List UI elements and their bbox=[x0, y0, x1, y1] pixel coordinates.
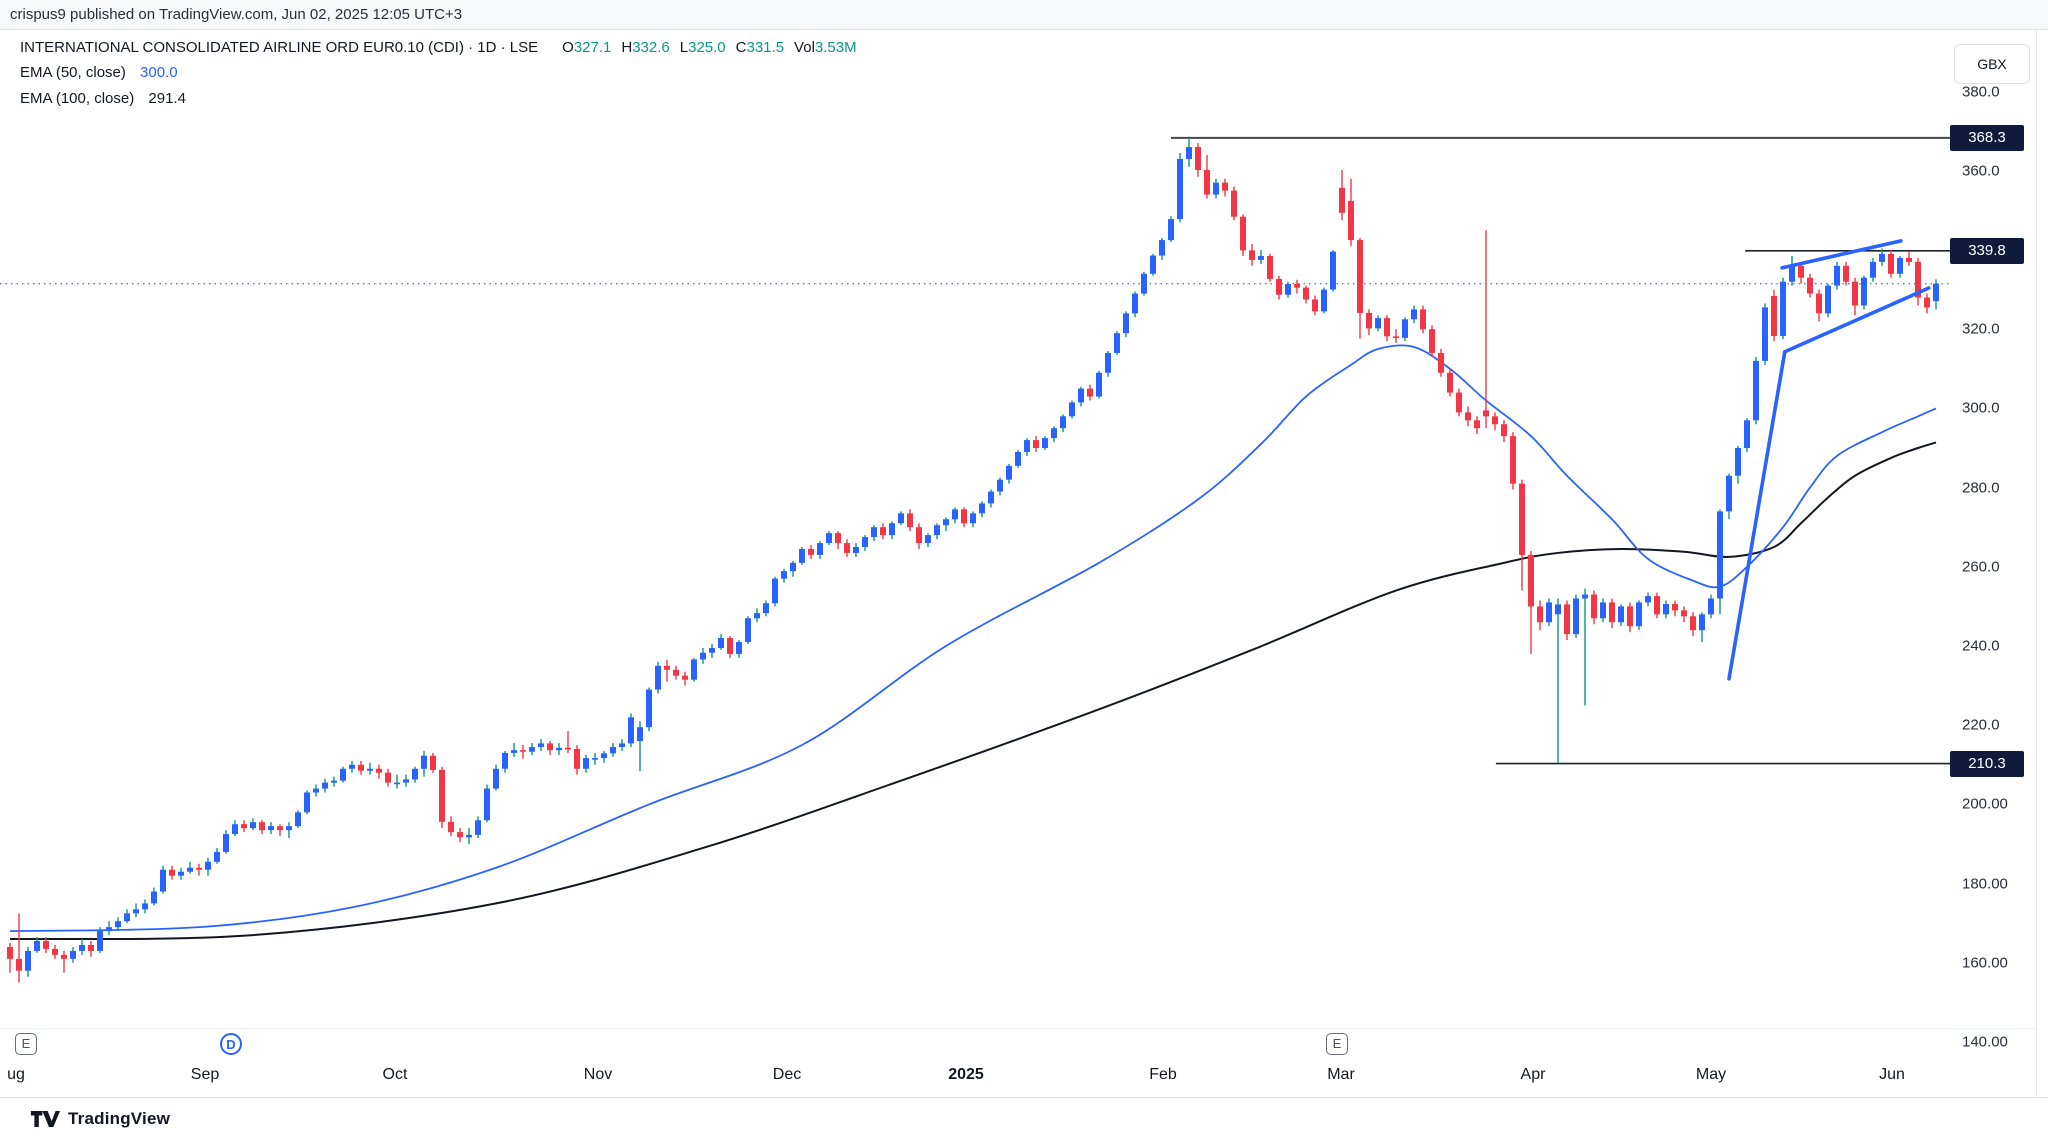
tradingview-logo-icon[interactable] bbox=[30, 1109, 60, 1129]
price-tick: 380.0 bbox=[1962, 83, 2000, 101]
time-label: May bbox=[1695, 1066, 1727, 1083]
byline-bar: crispus9 published on TradingView.com, J… bbox=[0, 0, 2048, 30]
byline-text: crispus9 published on TradingView.com, J… bbox=[10, 6, 463, 23]
price-tick: 280.0 bbox=[1962, 479, 2000, 497]
ohlc-key: O bbox=[562, 39, 574, 56]
ohlc-value: 325.0 bbox=[688, 39, 726, 56]
ohlc-values: O327.1 H332.6 L325.0 C331.5 Vol3.53M bbox=[552, 39, 856, 56]
ohlc-key: C bbox=[735, 39, 747, 56]
price-tick: 240.0 bbox=[1962, 637, 2000, 655]
chart-legend: INTERNATIONAL CONSOLIDATED AIRLINE ORD E… bbox=[20, 38, 857, 116]
price-tick: 260.0 bbox=[1962, 558, 2000, 576]
ema50-legend-row[interactable]: EMA (50, close) 300.0 bbox=[20, 64, 857, 82]
earnings-badge[interactable]: E bbox=[1326, 1033, 1348, 1055]
price-tick: 200.00 bbox=[1962, 795, 2008, 813]
time-label: Dec bbox=[772, 1066, 802, 1083]
ema100-legend-row[interactable]: EMA (100, close) 291.4 bbox=[20, 90, 857, 108]
time-label: Sep bbox=[190, 1066, 220, 1083]
price-tick: 160.00 bbox=[1962, 954, 2008, 972]
ema50-label: EMA (50, close) bbox=[20, 64, 126, 81]
time-label: ug bbox=[7, 1066, 25, 1083]
time-label: Oct bbox=[382, 1066, 408, 1083]
currency-button[interactable]: GBX bbox=[1954, 44, 2030, 84]
time-label: Jun bbox=[1879, 1066, 1905, 1083]
candles-layer[interactable] bbox=[7, 137, 1939, 983]
time-label: Feb bbox=[1149, 1066, 1177, 1083]
ema-100-line[interactable] bbox=[9, 441, 1937, 941]
ema-50-line[interactable] bbox=[9, 344, 1937, 933]
price-level-badge: 339.8 bbox=[1950, 237, 2024, 264]
price-chart[interactable] bbox=[0, 30, 2048, 1030]
level-lines[interactable] bbox=[1171, 136, 1952, 765]
time-label: Mar bbox=[1327, 1066, 1355, 1083]
price-level-badge: 210.3 bbox=[1950, 750, 2024, 777]
symbol-title[interactable]: INTERNATIONAL CONSOLIDATED AIRLINE ORD E… bbox=[20, 39, 539, 56]
time-label: 2025 bbox=[948, 1066, 984, 1083]
ohlc-value: 3.53M bbox=[814, 39, 857, 56]
trendlines[interactable] bbox=[1727, 239, 1931, 681]
ema50-value: 300.0 bbox=[140, 64, 178, 81]
ema100-label: EMA (100, close) bbox=[20, 90, 135, 107]
price-tick: 300.0 bbox=[1962, 399, 2000, 417]
ohlc-key: Vol bbox=[794, 39, 815, 56]
price-tick: 180.00 bbox=[1962, 875, 2008, 893]
price-tick: 360.0 bbox=[1962, 162, 2000, 180]
dividend-badge[interactable]: D bbox=[220, 1033, 242, 1055]
scale-right-border bbox=[2036, 30, 2037, 1097]
ohlc-value: 332.6 bbox=[632, 39, 670, 56]
ohlc-key: L bbox=[679, 39, 689, 56]
time-label: Apr bbox=[1520, 1066, 1546, 1083]
price-tick: 140.00 bbox=[1962, 1033, 2008, 1051]
tradingview-brand-text[interactable]: TradingView bbox=[68, 1109, 171, 1128]
price-tick: 220.0 bbox=[1962, 716, 2000, 734]
price-tick: 320.0 bbox=[1962, 320, 2000, 338]
footer: TradingView bbox=[30, 1106, 170, 1132]
ohlc-key: H bbox=[621, 39, 633, 56]
ohlc-value: 327.1 bbox=[573, 39, 612, 56]
time-axis-separator bbox=[0, 1028, 2036, 1029]
time-axis-bottom-border bbox=[0, 1097, 2048, 1098]
ohlc-value: 331.5 bbox=[746, 39, 785, 56]
earnings-badge[interactable]: E bbox=[15, 1033, 37, 1055]
price-level-badge: 368.3 bbox=[1950, 124, 2024, 151]
symbol-row: INTERNATIONAL CONSOLIDATED AIRLINE ORD E… bbox=[20, 38, 857, 58]
ema100-value: 291.4 bbox=[148, 90, 186, 107]
time-label: Nov bbox=[583, 1066, 613, 1083]
